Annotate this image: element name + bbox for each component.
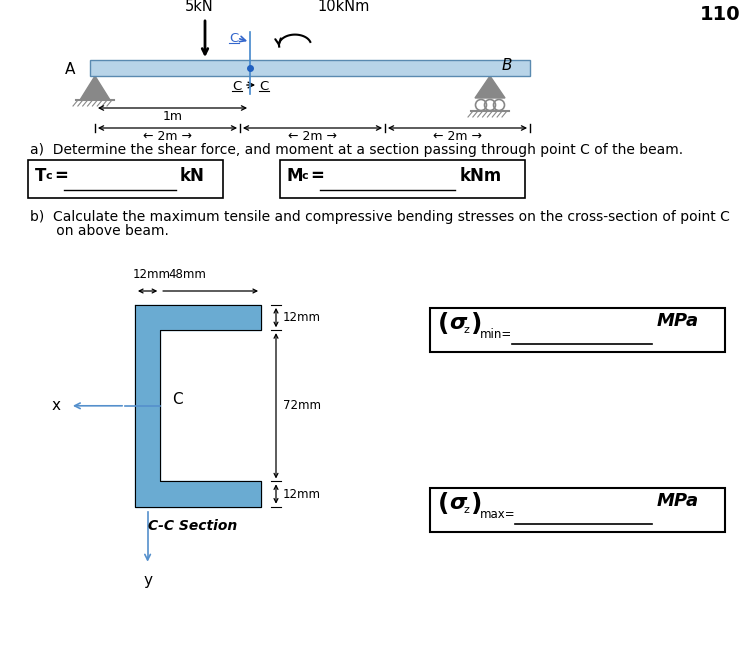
Text: c: c [302, 171, 309, 181]
Text: ← 2m →: ← 2m → [433, 130, 482, 143]
Text: y: y [143, 573, 152, 588]
Text: c: c [46, 171, 53, 181]
Text: x: x [52, 398, 61, 413]
Text: on above beam.: on above beam. [30, 224, 169, 238]
Bar [28, 160, 223, 198]
Text: MPa: MPa [657, 312, 699, 330]
Text: M: M [287, 167, 303, 185]
Text: max=: max= [480, 508, 516, 521]
Text: ): ) [471, 492, 482, 516]
Text: B: B [502, 58, 512, 73]
Text: (: ( [438, 312, 449, 336]
Text: C: C [232, 80, 241, 93]
Text: z: z [463, 505, 469, 515]
Text: b)  Calculate the maximum tensile and compressive bending stresses on the cross-: b) Calculate the maximum tensile and com… [30, 210, 730, 224]
Text: 12mm: 12mm [283, 488, 321, 500]
Text: T: T [35, 167, 47, 185]
Text: =: = [54, 167, 68, 185]
Text: z: z [463, 325, 469, 335]
Text: =: = [310, 167, 324, 185]
Polygon shape [475, 76, 505, 98]
Bar [430, 488, 725, 532]
Text: a)  Determine the shear force, and moment at a section passing through point C o: a) Determine the shear force, and moment… [30, 143, 683, 157]
Bar [90, 60, 530, 76]
Bar [280, 160, 525, 198]
Text: 10kNm: 10kNm [317, 0, 369, 14]
Text: kN: kN [180, 167, 205, 185]
Polygon shape [135, 305, 261, 507]
Text: ← 2m →: ← 2m → [288, 130, 337, 143]
Text: σ: σ [449, 313, 466, 333]
Text: C: C [172, 393, 182, 407]
Text: kNm: kNm [460, 167, 502, 185]
Text: min=: min= [480, 328, 512, 341]
Bar [430, 308, 725, 352]
Polygon shape [80, 76, 110, 100]
Text: MPa: MPa [657, 492, 699, 510]
Text: ← 2m →: ← 2m → [143, 130, 192, 143]
Text: 72mm: 72mm [283, 399, 321, 412]
Text: 48mm: 48mm [168, 268, 206, 281]
Text: C: C [259, 80, 268, 93]
Text: A: A [65, 62, 75, 77]
Text: C: C [229, 32, 238, 45]
Text: 110: 110 [700, 5, 740, 24]
Text: ): ) [471, 312, 482, 336]
Text: 5kN: 5kN [185, 0, 214, 14]
Text: 12mm: 12mm [133, 268, 171, 281]
Text: 1m: 1m [162, 110, 182, 123]
Text: C-C Section: C-C Section [149, 519, 237, 533]
Text: (: ( [438, 492, 449, 516]
Text: 12mm: 12mm [283, 311, 321, 324]
Text: σ: σ [449, 493, 466, 513]
